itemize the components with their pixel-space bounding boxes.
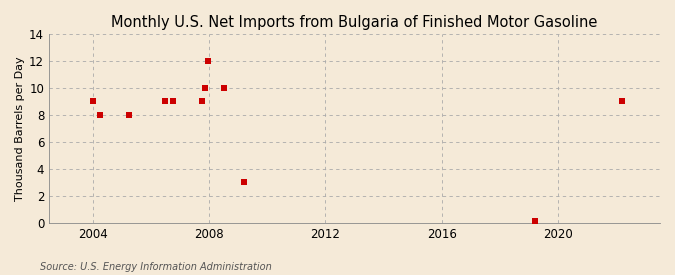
Title: Monthly U.S. Net Imports from Bulgaria of Finished Motor Gasoline: Monthly U.S. Net Imports from Bulgaria o… bbox=[111, 15, 597, 30]
Point bbox=[167, 99, 178, 104]
Point bbox=[238, 180, 249, 185]
Point bbox=[218, 86, 229, 90]
Point bbox=[202, 59, 213, 63]
Point bbox=[160, 99, 171, 104]
Y-axis label: Thousand Barrels per Day: Thousand Barrels per Day bbox=[15, 56, 25, 201]
Point bbox=[617, 99, 628, 104]
Text: Source: U.S. Energy Information Administration: Source: U.S. Energy Information Administ… bbox=[40, 262, 272, 272]
Point bbox=[95, 113, 105, 117]
Point bbox=[196, 99, 207, 104]
Point bbox=[529, 219, 540, 223]
Point bbox=[199, 86, 210, 90]
Point bbox=[87, 99, 98, 104]
Point bbox=[124, 113, 134, 117]
